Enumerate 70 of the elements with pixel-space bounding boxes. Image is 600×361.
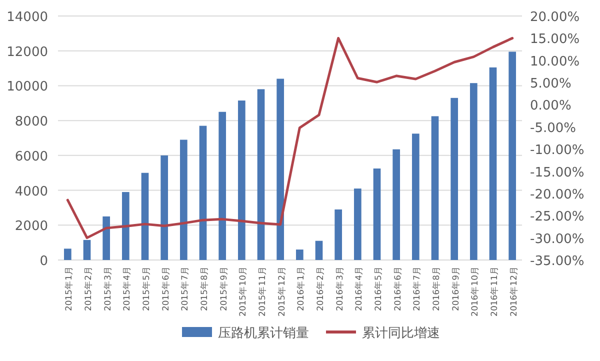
x-tick-label: 2016年8月	[431, 266, 442, 312]
x-tick-label: 2016年2月	[315, 266, 326, 312]
bar	[354, 188, 362, 260]
legend-label: 压路机累计销量	[218, 326, 309, 341]
bar	[470, 83, 478, 260]
x-tick-label: 2016年7月	[412, 266, 423, 312]
x-tick-label: 2016年1月	[296, 266, 307, 312]
y2-tick-label: -30.00%	[530, 232, 584, 247]
bar	[450, 98, 458, 260]
bar	[392, 149, 400, 260]
y2-tick-label: -5.00%	[530, 120, 576, 136]
x-tick-label: 2015年12月	[276, 266, 288, 316]
bar	[180, 140, 188, 260]
x-tick-label: 2016年6月	[392, 266, 404, 312]
x-tick-label: 2016年5月	[373, 266, 384, 312]
bar	[508, 52, 516, 260]
x-tick-label: 2015年4月	[122, 266, 133, 312]
bar	[373, 168, 381, 260]
x-tick-label: 2015年7月	[180, 266, 191, 312]
bar	[296, 250, 304, 260]
y-tick-label: 6000	[14, 149, 48, 164]
x-tick-label: 2016年10月	[470, 266, 481, 316]
y-tick-label: 4000	[14, 184, 48, 200]
x-tick-label: 2015年5月	[141, 266, 152, 312]
bar	[315, 240, 323, 260]
x-tick-label: 2016年9月	[450, 266, 462, 312]
bar	[141, 172, 149, 260]
y2-tick-label: -20.00%	[530, 187, 584, 202]
x-tick-label: 2015年1月	[64, 266, 75, 312]
y2-tick-label: -10.00%	[530, 143, 584, 158]
y-tick-label: 0	[40, 254, 48, 269]
bar	[276, 78, 284, 260]
x-tick-label: 2016年3月	[334, 266, 346, 312]
bar	[431, 116, 439, 260]
y-tick-label: 8000	[14, 114, 48, 130]
x-tick-label: 2016年11月	[489, 266, 500, 316]
bar	[489, 67, 497, 260]
x-tick-label: 2016年4月	[354, 266, 365, 312]
x-tick-label: 2015年8月	[199, 266, 210, 312]
x-tick-label: 2015年10月	[238, 266, 249, 316]
x-tick-label: 2015年2月	[83, 266, 94, 312]
bar	[64, 248, 72, 260]
y-tick-label: 2000	[14, 219, 48, 234]
y2-tick-label: -25.00%	[530, 210, 584, 225]
bar	[238, 100, 246, 260]
y2-tick-label: -35.00%	[530, 254, 584, 269]
y-tick-label: 12000	[6, 44, 48, 60]
y2-tick-label: 10.00%	[530, 54, 580, 70]
y2-tick-label: 15.00%	[530, 32, 580, 48]
x-tick-label: 2016年12月	[508, 266, 520, 316]
y2-tick-label: -15.00%	[530, 165, 584, 180]
bar	[160, 155, 168, 260]
x-tick-label: 2015年9月	[218, 266, 230, 312]
y2-tick-label: 0.00%	[530, 98, 572, 114]
x-tick-label: 2015年6月	[160, 266, 172, 312]
bar	[83, 240, 91, 260]
y-tick-label: 14000	[6, 10, 48, 25]
bar	[102, 216, 110, 260]
bar	[218, 112, 226, 260]
y2-tick-label: 5.00%	[530, 76, 572, 92]
bar	[412, 134, 420, 260]
x-tick-label: 2015年11月	[257, 266, 268, 316]
legend-label: 累计同比增速	[362, 326, 440, 341]
bar	[122, 192, 130, 260]
bar	[199, 126, 207, 260]
bar	[257, 89, 265, 260]
y2-tick-label: 20.00%	[530, 10, 580, 25]
y-tick-label: 10000	[6, 80, 48, 95]
bar	[334, 209, 342, 260]
x-tick-label: 2015年3月	[102, 266, 114, 312]
